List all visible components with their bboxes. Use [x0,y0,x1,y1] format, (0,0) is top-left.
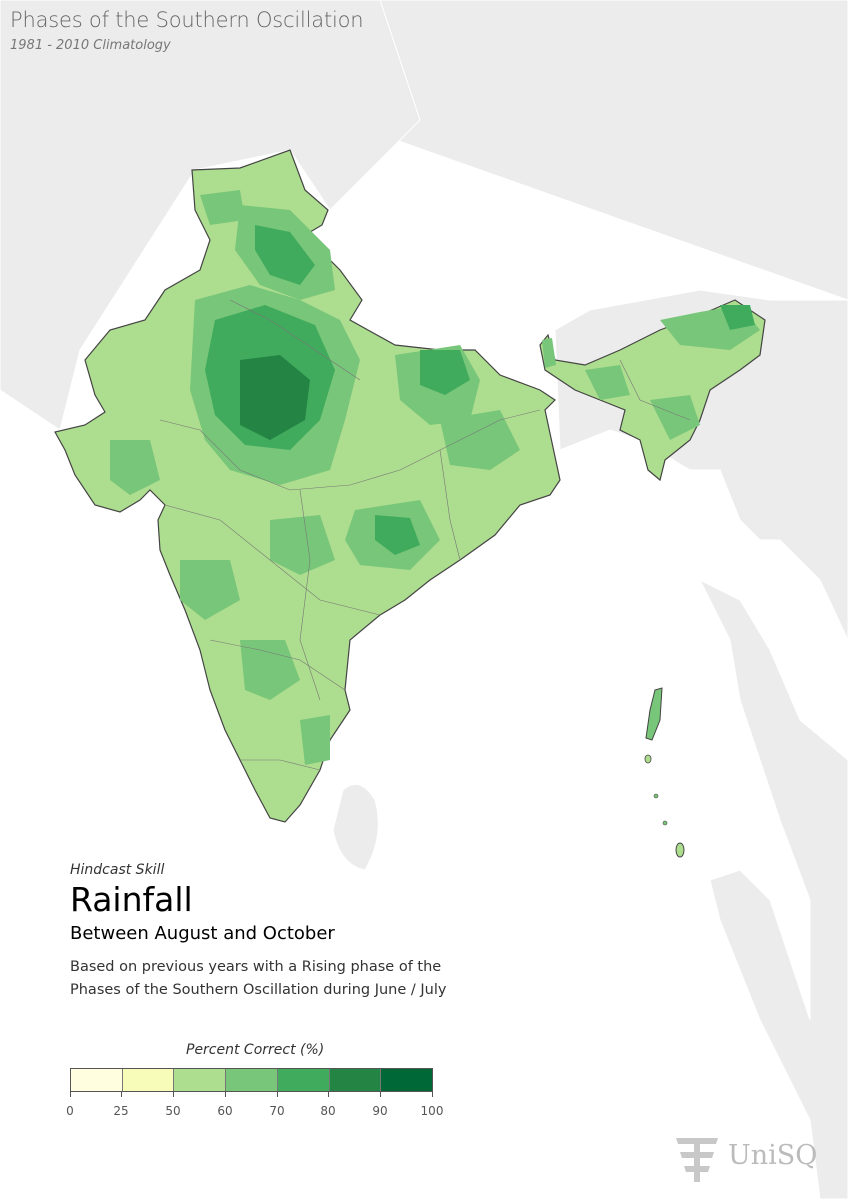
india-mainland [54,149,561,823]
legend-tick [432,1092,433,1097]
legend-tick-label: 70 [269,1104,285,1118]
nicobar-island [675,842,685,858]
legend-swatch [277,1069,330,1091]
page-title: Phases of the Southern Oscillation [10,8,364,32]
legend-swatch [226,1069,278,1091]
legend-tick-label: 50 [165,1104,181,1118]
info-description-line2: Phases of the Southern Oscillation durin… [70,982,447,998]
legend-tick [277,1092,278,1097]
legend-tick [121,1092,122,1097]
andaman-islands [645,687,663,741]
legend-tick-label: 90 [372,1104,388,1118]
info-period: Between August and October [70,923,335,944]
info-kicker: Hindcast Skill [70,862,165,878]
page-subtitle: 1981 - 2010 Climatology [10,38,171,53]
legend-tick [380,1092,381,1097]
unisq-logo: UniSQ [670,1132,830,1186]
legend-tick [225,1092,226,1097]
legend-tick-label: 0 [66,1104,74,1118]
legend-swatch [122,1069,175,1091]
legend-swatch [71,1069,123,1091]
state-borders [159,299,691,771]
legend-tick-label: 25 [113,1104,129,1118]
info-description-line1: Based on previous years with a Rising ph… [70,959,442,975]
legend-tick [70,1092,71,1097]
legend-swatch [329,1069,382,1091]
legend-color-bar [70,1068,433,1092]
logo-text: UniSQ [728,1140,818,1171]
legend-swatch [174,1069,227,1091]
logo-mark-icon [676,1138,718,1182]
legend-tick [328,1092,329,1097]
legend-tick-label: 100 [420,1104,444,1118]
legend-tick [173,1092,174,1097]
legend-tick-label: 60 [217,1104,233,1118]
legend-title: Percent Correct (%) [186,1042,325,1058]
skill-patches [110,190,760,765]
legend-tick-label: 80 [320,1104,336,1118]
legend-swatch [381,1069,433,1091]
info-title: Rainfall [70,880,193,919]
